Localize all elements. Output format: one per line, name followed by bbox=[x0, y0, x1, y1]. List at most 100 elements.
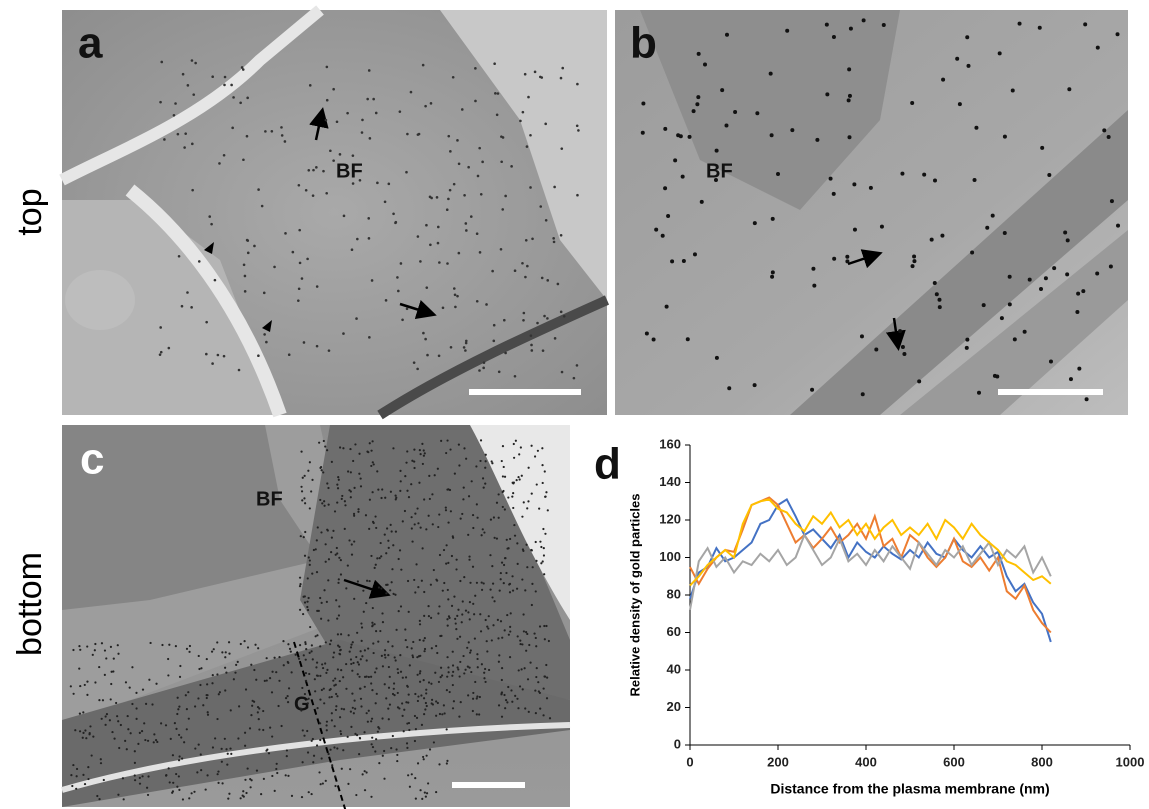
particle bbox=[247, 646, 249, 648]
particle bbox=[368, 710, 370, 712]
particle bbox=[362, 773, 364, 775]
particle bbox=[323, 505, 325, 507]
particle bbox=[409, 664, 411, 666]
particle bbox=[459, 661, 461, 663]
particle bbox=[416, 507, 418, 509]
particle bbox=[360, 650, 362, 652]
particle bbox=[396, 760, 398, 762]
particle bbox=[482, 477, 484, 479]
particle bbox=[533, 632, 535, 634]
particle bbox=[370, 796, 372, 798]
particle bbox=[398, 558, 400, 560]
particle bbox=[207, 714, 209, 716]
particle bbox=[424, 648, 426, 650]
particle bbox=[244, 290, 247, 293]
particle bbox=[398, 610, 400, 612]
particle bbox=[486, 650, 488, 652]
row-label: top bbox=[11, 188, 49, 235]
particle bbox=[462, 655, 464, 657]
particle bbox=[982, 303, 986, 307]
particle bbox=[373, 652, 375, 654]
particle bbox=[406, 747, 408, 749]
particle bbox=[452, 671, 454, 673]
particle bbox=[485, 619, 487, 621]
particle bbox=[447, 598, 449, 600]
particle bbox=[391, 568, 393, 570]
particle bbox=[696, 95, 700, 99]
particle bbox=[310, 490, 312, 492]
particle bbox=[375, 738, 377, 740]
particle bbox=[242, 790, 244, 792]
particle bbox=[985, 226, 989, 230]
particle bbox=[441, 713, 443, 715]
particle bbox=[406, 646, 408, 648]
particle bbox=[338, 605, 340, 607]
particle bbox=[346, 112, 349, 115]
particle bbox=[812, 284, 816, 288]
particle bbox=[481, 534, 483, 536]
particle bbox=[350, 663, 352, 665]
particle bbox=[311, 740, 313, 742]
particle bbox=[131, 666, 133, 668]
particle bbox=[376, 557, 378, 559]
scale-bar bbox=[469, 389, 581, 395]
particle bbox=[479, 613, 481, 615]
particle bbox=[218, 162, 221, 165]
particle bbox=[275, 768, 277, 770]
particle bbox=[1018, 22, 1022, 26]
particle bbox=[302, 729, 304, 731]
particle bbox=[419, 449, 421, 451]
particle bbox=[388, 718, 390, 720]
particle bbox=[492, 624, 494, 626]
particle bbox=[1107, 135, 1111, 139]
particle bbox=[1038, 26, 1042, 30]
particle bbox=[421, 724, 423, 726]
particle bbox=[235, 664, 237, 666]
y-tick-label: 40 bbox=[667, 661, 681, 676]
particle bbox=[308, 673, 310, 675]
particle bbox=[494, 92, 497, 95]
particle bbox=[371, 737, 373, 739]
particle bbox=[970, 251, 974, 255]
particle bbox=[546, 279, 549, 282]
particle bbox=[349, 448, 351, 450]
particle bbox=[395, 659, 397, 661]
particle bbox=[72, 764, 74, 766]
particle bbox=[304, 502, 306, 504]
particle bbox=[676, 133, 680, 137]
particle bbox=[458, 464, 460, 466]
particle bbox=[388, 547, 390, 549]
particle bbox=[413, 460, 415, 462]
particle bbox=[469, 601, 471, 603]
particle bbox=[426, 354, 429, 357]
particle bbox=[355, 317, 358, 320]
particle bbox=[245, 792, 247, 794]
particle bbox=[341, 708, 343, 710]
particle bbox=[142, 688, 144, 690]
particle bbox=[299, 577, 301, 579]
particle bbox=[218, 693, 220, 695]
particle bbox=[360, 485, 362, 487]
y-tick-label: 140 bbox=[659, 474, 681, 489]
particle bbox=[469, 652, 471, 654]
particle bbox=[360, 658, 362, 660]
particle bbox=[411, 540, 413, 542]
particle bbox=[1110, 199, 1114, 203]
particle bbox=[160, 722, 162, 724]
particle bbox=[682, 259, 686, 263]
panel-label: b bbox=[630, 19, 657, 68]
particle bbox=[353, 540, 355, 542]
particle bbox=[271, 671, 273, 673]
particle bbox=[258, 728, 260, 730]
particle bbox=[238, 705, 240, 707]
particle bbox=[75, 788, 77, 790]
particle bbox=[325, 724, 327, 726]
particle bbox=[900, 172, 904, 176]
particle bbox=[810, 388, 814, 392]
particle bbox=[423, 455, 425, 457]
particle bbox=[483, 582, 485, 584]
particle bbox=[282, 640, 284, 642]
particle bbox=[384, 200, 387, 203]
particle bbox=[874, 347, 878, 351]
particle bbox=[477, 175, 480, 178]
